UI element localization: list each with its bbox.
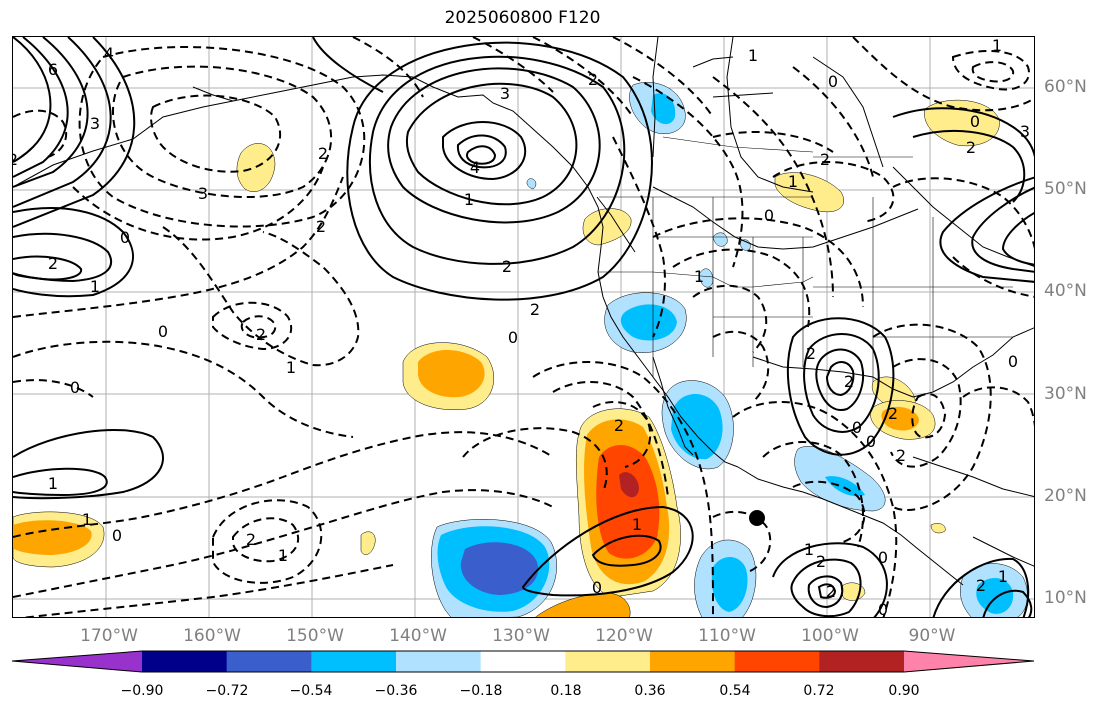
lat-label-60n: 60°N xyxy=(1044,77,1087,97)
colorbar-tick: −0.18 xyxy=(459,683,503,699)
contour-label: 2 xyxy=(318,144,328,163)
contour-label: 0 xyxy=(764,206,774,225)
contour-label: 1 xyxy=(804,540,814,559)
lon-label-150w: 150°W xyxy=(286,626,344,646)
contour-label: 1 xyxy=(748,46,758,65)
colorbar-tick: 0.90 xyxy=(888,683,920,699)
contour-label: 2 xyxy=(13,150,18,169)
contour-label: 0 xyxy=(970,112,980,131)
colorbar-cell xyxy=(734,651,820,672)
contour-label: 6 xyxy=(48,60,58,79)
contour-label: 0 xyxy=(158,322,168,341)
contour-label: 2 xyxy=(888,404,898,423)
contour-label: 1 xyxy=(992,37,1002,55)
contour-label: 2 xyxy=(826,582,836,601)
contour-labels: 6 4 3 2 0 1 2 3 2 0 2 1 0 1 4 3 2 2 1 0 … xyxy=(13,37,1030,618)
colorbar-tick: −0.36 xyxy=(374,683,418,699)
contour-label: 1 xyxy=(278,546,288,565)
contour-label: 0 xyxy=(878,548,888,567)
lat-label-20n: 20°N xyxy=(1044,486,1087,506)
lon-label-100w: 100°W xyxy=(801,626,859,646)
contour-label: 1 xyxy=(632,515,642,534)
lat-label-50n: 50°N xyxy=(1044,179,1087,199)
colorbar-extend-high xyxy=(904,651,1034,672)
colorbar-cell xyxy=(819,651,905,672)
contour-label: 2 xyxy=(966,138,976,157)
contour-label: 0 xyxy=(70,378,80,397)
contour-label: 2 xyxy=(246,530,256,549)
colorbar-tick: 0.54 xyxy=(719,683,751,699)
colorbar-cell xyxy=(480,651,566,672)
lon-label-120w: 120°W xyxy=(595,626,653,646)
colorbar-tick: 0.72 xyxy=(803,683,835,699)
colorbar xyxy=(11,650,1035,673)
contour-label: 0 xyxy=(828,72,838,91)
contour-label: 1 xyxy=(464,190,474,209)
contour-label: 3 xyxy=(500,84,510,103)
anomaly-shading xyxy=(13,82,1028,617)
contour-label: 0 xyxy=(120,228,130,247)
contour-label: 3 xyxy=(198,184,208,203)
contour-label: 0 xyxy=(592,578,602,597)
lon-label-110w: 110°W xyxy=(698,626,756,646)
colorbar-tick: 0.36 xyxy=(634,683,666,699)
lon-label-160w: 160°W xyxy=(183,626,241,646)
colorbar-tick: −0.54 xyxy=(289,683,333,699)
contour-label: 0 xyxy=(852,418,862,437)
contour-label: 2 xyxy=(588,70,598,89)
lon-label-140w: 140°W xyxy=(389,626,447,646)
colorbar-cell xyxy=(396,651,482,672)
contour-label: 1 xyxy=(998,567,1008,586)
lon-label-130w: 130°W xyxy=(492,626,550,646)
contour-label: 0 xyxy=(112,526,122,545)
contour-label: 1 xyxy=(90,277,100,296)
contour-label: 1 xyxy=(694,267,704,286)
contour-label: 0 xyxy=(508,328,518,347)
colorbar-tick: 0.18 xyxy=(550,683,582,699)
contour-label: 2 xyxy=(256,325,266,344)
contour-label: 2 xyxy=(806,344,816,363)
solid-contours xyxy=(13,37,1034,617)
dashed-contours xyxy=(13,37,1034,617)
colorbar-tick: −0.90 xyxy=(120,683,164,699)
contour-label: 4 xyxy=(104,44,114,63)
lon-label-90w: 90°W xyxy=(908,626,956,646)
lat-label-40n: 40°N xyxy=(1044,281,1087,301)
contour-label: 2 xyxy=(844,372,854,391)
colorbar-extend-low xyxy=(12,651,142,672)
contour-label: 2 xyxy=(820,150,830,169)
contour-label: 0 xyxy=(878,600,888,618)
colorbar-cell xyxy=(650,651,736,672)
contour-label: 4 xyxy=(470,158,480,177)
contour-label: 2 xyxy=(614,416,624,435)
contour-label: 2 xyxy=(530,300,540,319)
colorbar-cell xyxy=(311,651,397,672)
map-panel: 6 4 3 2 0 1 2 3 2 0 2 1 0 1 4 3 2 2 1 0 … xyxy=(12,36,1035,618)
lat-label-10n: 10°N xyxy=(1044,588,1087,608)
colorbar-cell xyxy=(565,651,651,672)
storm-position-marker xyxy=(749,510,765,526)
contour-label: 2 xyxy=(976,576,986,595)
map-title: 2025060800 F120 xyxy=(444,8,601,28)
contour-label: 1 xyxy=(286,358,296,377)
contour-label: 2 xyxy=(816,552,826,571)
contour-label: 2 xyxy=(316,217,326,236)
contour-label: 0 xyxy=(866,432,876,451)
contour-label: 1 xyxy=(82,510,92,529)
contour-label: 2 xyxy=(896,446,906,465)
colorbar-tick: −0.72 xyxy=(205,683,249,699)
colorbar-cell xyxy=(226,651,312,672)
contour-label: 1 xyxy=(788,172,798,191)
lon-label-170w: 170°W xyxy=(80,626,138,646)
contour-label: 3 xyxy=(90,114,100,133)
contour-label: 2 xyxy=(502,257,512,276)
contour-label: 3 xyxy=(1020,122,1030,141)
colorbar-cell xyxy=(142,651,228,672)
contour-label: 1 xyxy=(48,474,58,493)
lat-label-30n: 30°N xyxy=(1044,384,1087,404)
contour-label: 0 xyxy=(1008,352,1018,371)
contour-label: 2 xyxy=(48,254,58,273)
